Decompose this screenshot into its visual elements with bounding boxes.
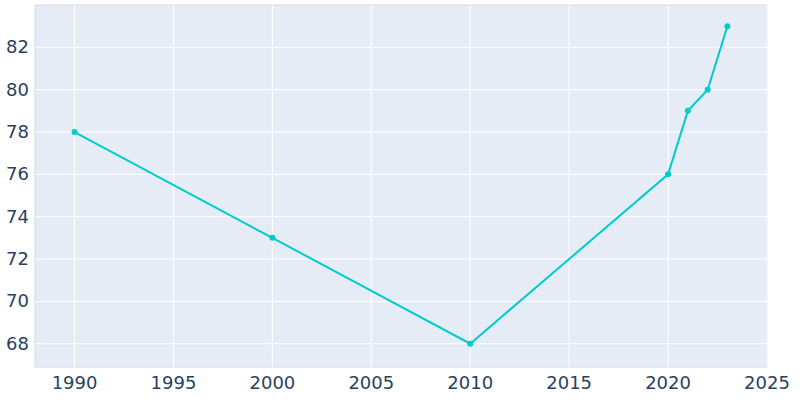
point (705, 87, 711, 93)
x-tick-label: 2005 (348, 372, 394, 393)
x-tick-label: 2020 (645, 372, 691, 393)
line (75, 26, 728, 344)
x-tick-label: 1995 (151, 372, 197, 393)
x-grid-line (470, 5, 471, 367)
chart-svg: 68 70 72 74 76 78 80 82 1990 1995 2000 2005 2010 2015… (0, 0, 800, 400)
y-grid-line (35, 89, 767, 90)
y-grid-line (35, 47, 767, 48)
point (685, 108, 691, 114)
y-grid-line (35, 174, 767, 175)
point (72, 129, 78, 135)
y-tick-label: 68 (6, 333, 29, 354)
y-tick-label: 78 (6, 121, 29, 142)
x-tick-label: 2000 (249, 372, 295, 393)
data-group (72, 23, 731, 347)
x-grid-line (767, 5, 768, 367)
chart-container: 68 70 72 74 76 78 80 82 1990 1995 2000 2005 2010 2015… (0, 0, 800, 400)
y-grid-line (35, 259, 767, 260)
point (724, 23, 730, 29)
x-grid-line (668, 5, 669, 367)
y-grid-line (35, 343, 767, 344)
x-tick-label: 2015 (546, 372, 592, 393)
y-grid-line (35, 301, 767, 302)
y-tick-label: 74 (6, 206, 29, 227)
grid (35, 5, 767, 367)
x-tick-label: 2025 (744, 372, 790, 393)
y-tick-label: 76 (6, 163, 29, 184)
x-grid-line (569, 5, 570, 367)
x-grid-line (74, 5, 75, 367)
x-grid-line (272, 5, 273, 367)
point (467, 341, 473, 347)
y-tick-label: 80 (6, 79, 29, 100)
point (269, 235, 275, 241)
x-grid-line (371, 5, 372, 367)
x-tick-label: 1990 (52, 372, 98, 393)
y-tick-label: 70 (6, 290, 29, 311)
y-grid-line (35, 216, 767, 217)
y-grid-line (35, 132, 767, 133)
plot-frame (35, 5, 767, 367)
point (665, 171, 671, 177)
y-tick-label: 72 (6, 248, 29, 269)
y-tick-label: 82 (6, 36, 29, 57)
x-tick-label: 2010 (447, 372, 493, 393)
